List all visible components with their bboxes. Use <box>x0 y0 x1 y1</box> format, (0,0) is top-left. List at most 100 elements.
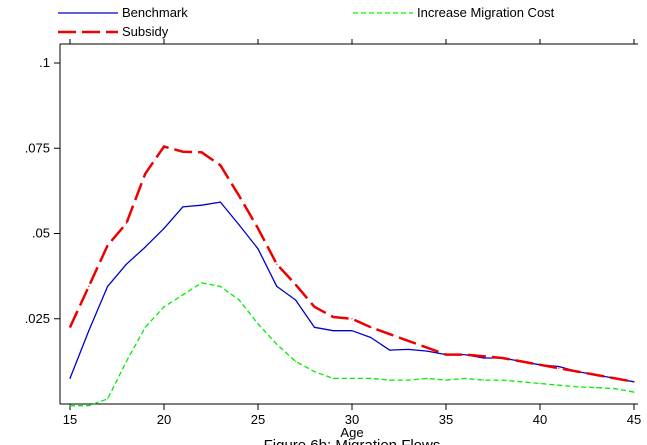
data-point <box>182 294 184 296</box>
data-point <box>501 379 503 381</box>
data-point <box>88 285 90 287</box>
axes: 15 20 25 30 35 40 45 .025 .05 .075 .1 <box>25 39 641 427</box>
data-point <box>88 330 90 332</box>
x-tick-label: 45 <box>627 412 641 427</box>
x-axis-title: Age <box>340 425 363 440</box>
data-point <box>295 360 297 362</box>
data-point <box>445 353 447 356</box>
data-point <box>144 326 146 328</box>
data-point <box>520 360 522 362</box>
y-tick-label: .1 <box>39 55 50 70</box>
data-point <box>125 263 127 265</box>
data-point <box>389 333 391 335</box>
data-point <box>483 355 485 357</box>
data-point <box>69 405 71 407</box>
data-point <box>219 285 221 287</box>
data-point <box>407 340 409 342</box>
data-point <box>539 364 541 366</box>
legend: Benchmark Subsidy Increase Migration Cost <box>58 5 555 39</box>
data-point <box>313 306 315 308</box>
data-point <box>426 350 428 352</box>
data-point <box>182 151 184 153</box>
y-tick-label: .05 <box>32 226 50 241</box>
data-point <box>144 246 146 248</box>
data-point <box>332 330 334 332</box>
data-point <box>483 379 485 381</box>
data-point <box>501 357 503 359</box>
figure-caption: Figure 6b: Migration Flows <box>264 437 441 445</box>
data-point <box>238 224 240 226</box>
data-point <box>163 227 165 229</box>
data-point <box>219 201 221 203</box>
x-tick-label: 15 <box>63 412 77 427</box>
data-point <box>163 306 165 308</box>
data-point <box>257 248 259 250</box>
data-point <box>595 374 598 376</box>
data-point <box>238 195 240 197</box>
data-point <box>276 263 278 265</box>
data-point <box>426 377 428 380</box>
data-point <box>144 173 146 175</box>
y-tick-label: .025 <box>25 311 50 326</box>
data-point <box>332 377 334 380</box>
data-point <box>389 379 391 381</box>
data-point <box>238 299 240 301</box>
data-point <box>370 326 372 328</box>
data-point <box>313 326 315 328</box>
data-point <box>389 349 391 351</box>
data-point <box>276 343 278 345</box>
data-point <box>163 145 165 148</box>
x-tick-label: 40 <box>533 412 547 427</box>
data-point <box>577 386 579 388</box>
data-point <box>539 382 541 385</box>
data-point <box>257 227 259 229</box>
data-point <box>483 357 485 359</box>
data-point <box>332 316 334 318</box>
data-point <box>182 206 184 208</box>
x-tick-label: 25 <box>251 412 265 427</box>
data-point <box>201 151 203 153</box>
x-tick-label: 30 <box>345 412 359 427</box>
data-point <box>107 244 109 247</box>
data-point <box>595 387 598 389</box>
data-point <box>219 164 221 166</box>
data-point <box>351 377 353 380</box>
data-point <box>558 367 560 369</box>
data-point <box>313 371 315 373</box>
data-point <box>520 381 522 383</box>
data-point <box>201 204 203 206</box>
y-tick-label: .075 <box>25 140 50 155</box>
data-point <box>577 371 579 373</box>
data-point <box>370 377 372 380</box>
data-point <box>407 379 409 381</box>
data-point <box>69 326 71 328</box>
legend-label: Increase Migration Cost <box>417 5 555 20</box>
data-point <box>558 365 560 368</box>
data-point <box>407 348 409 351</box>
data-point <box>276 285 278 287</box>
x-tick-label: 35 <box>439 412 453 427</box>
data-point <box>257 323 259 325</box>
data-point <box>370 336 372 339</box>
data-point <box>88 405 90 407</box>
data-point <box>464 377 466 380</box>
data-point <box>295 284 297 286</box>
data-point <box>445 379 447 381</box>
data-point <box>351 318 353 320</box>
data-point <box>633 391 635 393</box>
legend-label: Subsidy <box>122 24 169 39</box>
data-point <box>201 282 203 284</box>
legend-label: Benchmark <box>122 5 188 20</box>
data-point <box>69 377 71 380</box>
data-point <box>614 377 616 380</box>
x-tick-label: 20 <box>157 412 171 427</box>
data-point <box>295 299 297 301</box>
plot-lines <box>68 145 635 407</box>
data-point <box>351 330 353 332</box>
data-point <box>125 222 127 224</box>
data-point <box>107 398 109 400</box>
data-point <box>633 381 635 383</box>
data-point <box>125 360 127 362</box>
data-point <box>614 388 616 390</box>
